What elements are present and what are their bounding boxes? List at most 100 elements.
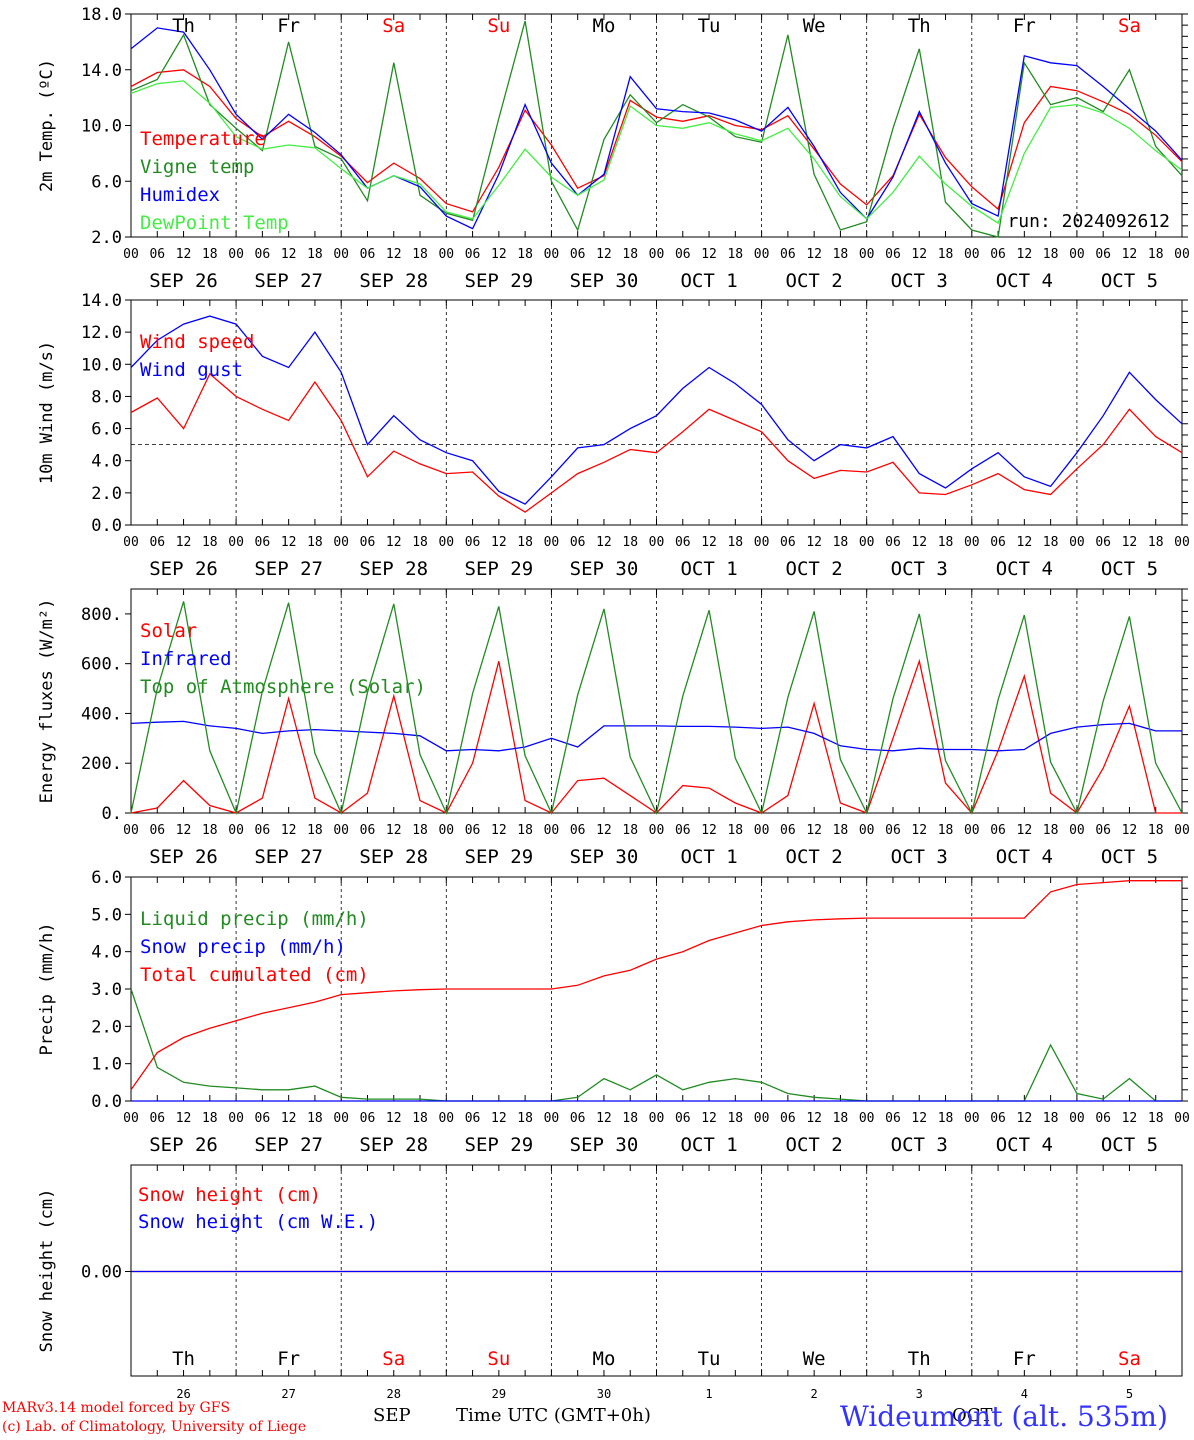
hour-tick-label: 06 [990, 247, 1006, 262]
legend-entry: Liquid precip (mm/h) [140, 908, 369, 930]
hour-tick-label: 06 [675, 1111, 691, 1126]
series-line-wind-speed [130, 372, 1183, 513]
day-number-label: 26 [176, 1387, 190, 1401]
hour-tick-label: 18 [727, 1111, 743, 1126]
hour-tick-label: 00 [228, 247, 244, 262]
series-line-infrared [130, 720, 1182, 752]
hour-tick-label: 00 [1069, 247, 1085, 262]
hour-tick-label: 00 [123, 1111, 139, 1126]
hour-tick-label: 00 [544, 535, 560, 550]
series-line-total-cumulated-cm- [130, 880, 1182, 1091]
lab-credit: (c) Lab. of Climatology, University of L… [2, 1419, 307, 1435]
y-tick-label: 6.0 [91, 172, 122, 192]
month-label-sep: SEP [373, 1405, 411, 1426]
day-number-label: 1 [705, 1387, 712, 1401]
day-number-label: 29 [492, 1387, 506, 1401]
hour-tick-label: 12 [491, 535, 507, 550]
hour-tick-label: 18 [1043, 247, 1059, 262]
hour-tick-label: 18 [938, 247, 954, 262]
legend-entry: DewPoint Temp [140, 212, 289, 234]
hour-tick-label: 18 [727, 535, 743, 550]
date-label: OCT 1 [680, 270, 737, 292]
hour-tick-label: 00 [228, 535, 244, 550]
y-tick-label: 2.0 [91, 484, 122, 504]
hour-tick-label: 00 [544, 1111, 560, 1126]
hour-tick-label: 18 [938, 823, 954, 838]
hour-tick-label: 06 [990, 823, 1006, 838]
day-number-label: 4 [1021, 1387, 1028, 1401]
date-label: SEP 27 [254, 558, 323, 580]
hour-tick-label: 18 [1148, 247, 1164, 262]
hour-tick-label: 00 [1174, 1111, 1190, 1126]
hour-tick-label: 06 [360, 247, 376, 262]
hour-tick-label: 00 [544, 823, 560, 838]
hour-tick-label: 12 [806, 823, 822, 838]
hour-tick-label: 12 [1017, 247, 1033, 262]
y-tick-label: 3.0 [91, 980, 122, 1000]
hour-tick-label: 18 [1043, 823, 1059, 838]
weekday-label: Sa [382, 15, 405, 37]
weekday-label: Mo [593, 1348, 616, 1370]
hour-tick-label: 12 [386, 1111, 402, 1126]
date-label: OCT 2 [786, 846, 843, 868]
hour-tick-label: 18 [1148, 535, 1164, 550]
hour-tick-label: 00 [438, 535, 454, 550]
hour-tick-label: 00 [754, 1111, 770, 1126]
hour-tick-label: 12 [911, 1111, 927, 1126]
panel-4 [125, 876, 1188, 1102]
y-axis-title: Precip (mm/h) [37, 922, 57, 1055]
hour-tick-label: 00 [964, 535, 980, 550]
hour-tick-label: 00 [964, 247, 980, 262]
date-label: OCT 5 [1101, 558, 1158, 580]
hour-tick-label: 18 [412, 823, 428, 838]
legend-entry: Solar [140, 620, 197, 642]
date-label: SEP 30 [570, 558, 639, 580]
weekday-label: Sa [1118, 1348, 1141, 1370]
date-label: SEP 29 [465, 1134, 534, 1156]
hour-tick-label: 00 [544, 247, 560, 262]
panel-2 [125, 299, 1188, 526]
model-credit: MARv3.14 model forced by GFS [2, 1400, 231, 1416]
hour-tick-label: 00 [333, 823, 349, 838]
hour-tick-label: 18 [938, 1111, 954, 1126]
hour-tick-label: 00 [1174, 823, 1190, 838]
hour-tick-label: 18 [727, 823, 743, 838]
hour-tick-label: 00 [859, 535, 875, 550]
hour-tick-label: 18 [412, 535, 428, 550]
weekday-label: Th [172, 15, 195, 37]
hour-tick-label: 12 [596, 823, 612, 838]
date-label: OCT 2 [786, 270, 843, 292]
hour-tick-label: 12 [701, 535, 717, 550]
legend-entry: Snow height (cm W.E.) [138, 1211, 378, 1233]
date-label: SEP 29 [465, 846, 534, 868]
date-label: SEP 27 [254, 1134, 323, 1156]
hour-tick-label: 12 [806, 535, 822, 550]
hour-tick-label: 00 [859, 247, 875, 262]
series-line-dewpoint-temp [130, 80, 1183, 225]
weekday-label: Fr [277, 15, 300, 37]
hour-tick-label: 12 [701, 1111, 717, 1126]
date-label: OCT 2 [786, 1134, 843, 1156]
hour-tick-label: 12 [176, 247, 192, 262]
legend-entry: Wind gust [140, 359, 243, 381]
y-tick-label: 1.0 [91, 1055, 122, 1075]
hour-tick-label: 06 [149, 1111, 165, 1126]
y-tick-label: 14.0 [81, 291, 122, 311]
y-axis-title: 10m Wind (m/s) [37, 341, 57, 484]
hour-tick-label: 06 [885, 535, 901, 550]
date-label: OCT 4 [996, 1134, 1053, 1156]
hour-tick-label: 06 [1095, 1111, 1111, 1126]
y-tick-label: 5.0 [91, 905, 122, 925]
hour-tick-label: 12 [281, 247, 297, 262]
hour-tick-label: 18 [307, 535, 323, 550]
hour-tick-label: 06 [675, 247, 691, 262]
hour-tick-label: 18 [622, 247, 638, 262]
hour-tick-label: 12 [1017, 1111, 1033, 1126]
hour-tick-label: 12 [596, 1111, 612, 1126]
series-line-humidex [130, 27, 1183, 230]
hour-tick-label: 12 [596, 247, 612, 262]
date-label: OCT 4 [996, 558, 1053, 580]
y-tick-label: 10.0 [81, 355, 122, 375]
date-label: SEP 30 [570, 270, 639, 292]
legend-entry: Vigne temp [140, 156, 254, 178]
